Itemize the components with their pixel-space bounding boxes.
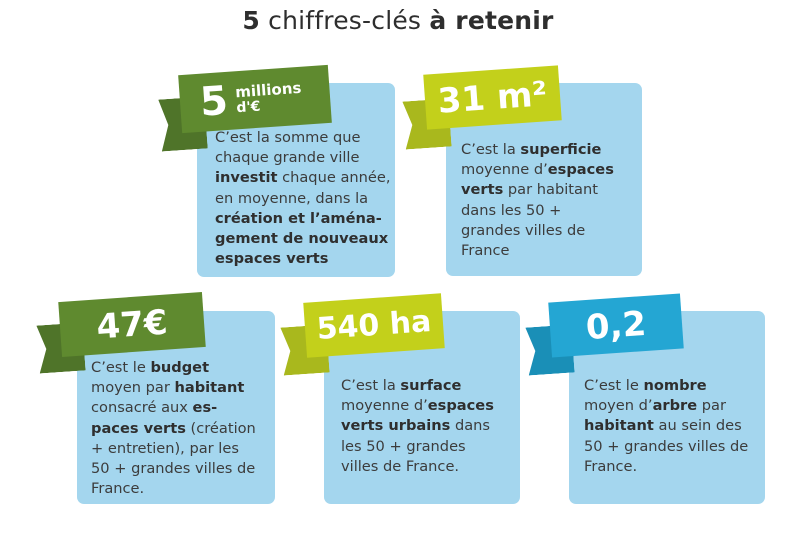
stat-value: 0,2 <box>548 293 684 358</box>
text-run: consacré aux <box>91 399 193 417</box>
text-run: moyenne d’ <box>461 161 548 179</box>
emphasis-text: nombre <box>643 377 707 394</box>
description-line: moyenne d’espaces <box>341 396 494 416</box>
description-line: les 50 + grandes <box>341 437 494 457</box>
description-line: moyen d’arbre par <box>584 396 748 416</box>
text-run: France <box>461 242 510 260</box>
description-line: en moyenne, dans la <box>215 189 390 209</box>
text-run: 50 + grandes villes de <box>584 437 749 455</box>
description-line: verts urbains dans <box>341 416 494 436</box>
description-line: paces verts (création <box>91 419 256 439</box>
stat-description: C’est la superficie moyenne d’espaces vert… <box>461 140 614 261</box>
stat-value: 5 millions d'€ <box>178 64 332 134</box>
description-line: 50 + grandes villes de <box>91 459 256 479</box>
emphasis-text: espaces <box>547 161 614 179</box>
emphasis-text: espaces verts <box>215 250 329 268</box>
text-run: au sein des <box>653 417 742 435</box>
text-run: C’est la <box>341 377 401 394</box>
text-run: + entretien), par les <box>91 439 239 457</box>
emphasis-text: habitant <box>174 379 245 397</box>
stat-description: C’est le budget moyen par habitant consacr… <box>91 358 256 499</box>
description-line: villes de France. <box>341 457 494 477</box>
emphasis-text: arbre <box>652 397 698 415</box>
description-line: France. <box>584 457 748 477</box>
description-line: habitant au sein des <box>584 416 748 436</box>
text-run: les 50 + grandes <box>341 437 466 455</box>
text-run: France. <box>91 480 145 498</box>
description-line: verts par habitant <box>461 180 614 200</box>
description-line: espaces verts <box>215 249 390 269</box>
emphasis-text: gement de nouveaux <box>215 230 389 248</box>
description-line: C’est la superficie <box>461 140 614 160</box>
description-line: France. <box>91 479 256 499</box>
description-line: + entretien), par les <box>91 439 256 459</box>
description-line: chaque grande ville <box>215 148 390 168</box>
description-line: 50 + grandes villes de <box>584 437 748 457</box>
emphasis-text: surface <box>400 377 462 394</box>
description-line: gement de nouveaux <box>215 229 390 249</box>
description-line: C’est le budget <box>91 358 256 378</box>
emphasis-text: superficie <box>520 141 602 158</box>
emphasis-text: verts <box>461 181 504 199</box>
text-run: France. <box>584 457 638 475</box>
text-run: dans les 50 + <box>461 201 562 219</box>
text-run: C’est la <box>461 141 521 158</box>
description-line: moyenne d’espaces <box>461 160 614 180</box>
emphasis-text: verts urbains <box>341 417 451 435</box>
text-run: par <box>697 397 727 415</box>
stat-value: 31 m² <box>423 65 562 130</box>
emphasis-text: habitant <box>584 417 654 435</box>
text-run: en moyenne, dans la <box>215 189 369 207</box>
description-line: moyen par habitant <box>91 378 256 398</box>
emphasis-text: création et l’aména- <box>215 209 382 227</box>
description-line: C’est la somme que <box>215 128 390 148</box>
page-title: 5 chiffres-clés à retenir <box>242 6 554 35</box>
text-run: villes de France. <box>341 457 460 475</box>
text-run: C’est le <box>584 377 644 394</box>
text-run: moyen par <box>91 379 175 397</box>
stat-description: C’est le nombre moyen d’arbre par habitant… <box>584 376 748 477</box>
text-run: chaque grande ville <box>215 149 360 167</box>
stat-value: 47€ <box>58 292 206 357</box>
text-run: par habitant <box>503 181 598 199</box>
stat-value: 540 ha <box>303 293 445 358</box>
description-line: dans les 50 + <box>461 201 614 221</box>
description-line: C’est le nombre <box>584 376 748 396</box>
description-line: France <box>461 241 614 261</box>
text-run: moyen d’ <box>584 397 653 415</box>
text-run: 50 + grandes villes de <box>91 460 256 478</box>
text-run: C’est le <box>91 359 151 376</box>
description-line: consacré aux es- <box>91 398 256 418</box>
text-run: C’est la somme que <box>215 129 361 146</box>
text-run: moyenne d’ <box>341 397 428 415</box>
description-line: grandes villes de <box>461 221 614 241</box>
emphasis-text: es- <box>192 399 218 417</box>
stat-description: C’est la somme que chaque grande ville inv… <box>215 128 390 269</box>
description-line: création et l’aména- <box>215 209 390 229</box>
text-run: (création <box>185 419 256 437</box>
text-run: grandes villes de <box>461 221 586 239</box>
emphasis-text: investit <box>215 169 278 187</box>
emphasis-text: paces verts <box>91 419 186 437</box>
text-run: chaque année, <box>277 169 391 187</box>
stat-description: C’est la surface moyenne d’espaces verts u… <box>341 376 494 477</box>
text-run: dans <box>450 417 491 435</box>
emphasis-text: budget <box>150 359 210 376</box>
description-line: C’est la surface <box>341 376 494 396</box>
description-line: investit chaque année, <box>215 168 390 188</box>
emphasis-text: espaces <box>427 397 494 415</box>
